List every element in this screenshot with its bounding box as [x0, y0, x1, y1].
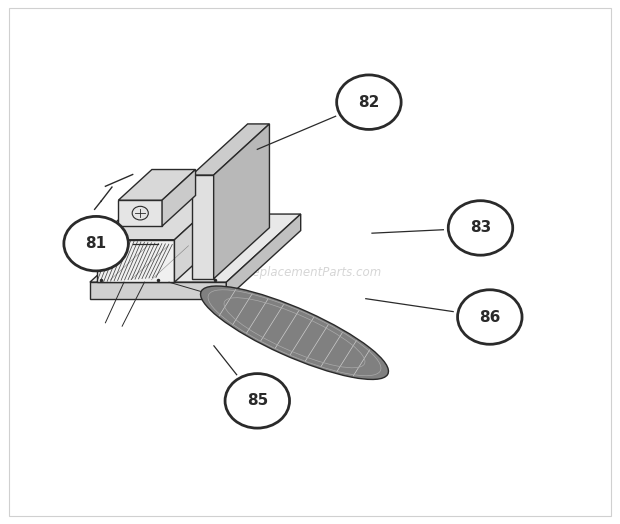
Polygon shape — [90, 214, 301, 282]
Polygon shape — [118, 170, 195, 200]
Polygon shape — [226, 214, 301, 299]
Text: 85: 85 — [247, 394, 268, 408]
Text: 83: 83 — [470, 221, 491, 235]
Text: eReplacementParts.com: eReplacementParts.com — [238, 266, 382, 279]
Ellipse shape — [200, 286, 389, 379]
Circle shape — [64, 216, 128, 271]
Polygon shape — [118, 200, 162, 226]
Polygon shape — [192, 124, 270, 175]
Text: 86: 86 — [479, 310, 500, 324]
Text: 81: 81 — [86, 236, 107, 251]
Polygon shape — [174, 182, 237, 282]
Polygon shape — [192, 175, 214, 279]
Circle shape — [337, 75, 401, 129]
Circle shape — [458, 290, 522, 344]
Polygon shape — [90, 282, 226, 299]
Circle shape — [448, 201, 513, 255]
Polygon shape — [214, 124, 270, 279]
Polygon shape — [162, 170, 195, 226]
Circle shape — [225, 374, 290, 428]
Polygon shape — [97, 240, 174, 282]
Text: 82: 82 — [358, 95, 379, 110]
Polygon shape — [97, 182, 237, 240]
